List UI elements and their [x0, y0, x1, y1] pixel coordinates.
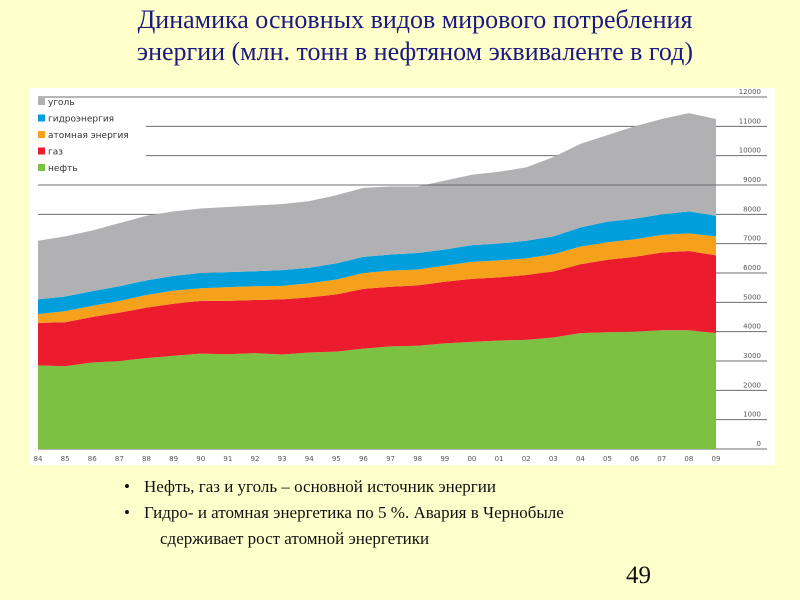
x-tick-label: 09 — [712, 455, 721, 463]
x-tick-label: 95 — [332, 455, 341, 463]
y-tick-label: 9000 — [743, 176, 761, 184]
y-tick-label: 3000 — [743, 352, 761, 360]
x-tick-label: 92 — [250, 455, 259, 463]
x-tick-label: 97 — [386, 455, 395, 463]
y-tick-label: 1000 — [743, 411, 761, 419]
x-tick-label: 93 — [278, 455, 287, 463]
bullet-item: Нефть, газ и уголь – основной источник э… — [122, 474, 564, 500]
x-tick-label: 88 — [142, 455, 151, 463]
x-tick-label: 06 — [630, 455, 639, 463]
legend-label: атомная энергия — [48, 131, 129, 141]
y-tick-label: 4000 — [743, 323, 761, 331]
page-number: 49 — [626, 562, 651, 589]
y-tick-label: 10000 — [739, 147, 761, 155]
y-tick-label: 12000 — [739, 88, 761, 96]
legend-label: нефть — [48, 164, 78, 174]
x-tick-label: 08 — [684, 455, 693, 463]
area-series-2 — [38, 233, 716, 323]
y-tick-label: 6000 — [743, 264, 761, 272]
legend-swatch — [38, 131, 45, 138]
x-tick-label: 87 — [115, 455, 124, 463]
y-tick-label: 5000 — [743, 293, 761, 301]
x-tick-label: 99 — [440, 455, 449, 463]
x-tick-label: 07 — [657, 455, 666, 463]
bullet-item: Гидро- и атомная энергетика по 5 %. Авар… — [122, 500, 564, 526]
x-tick-label: 89 — [169, 455, 178, 463]
y-tick-label: 2000 — [743, 381, 761, 389]
x-tick-label: 94 — [305, 455, 314, 463]
legend-background — [34, 91, 146, 181]
x-tick-label: 84 — [34, 455, 43, 463]
x-tick-label: 91 — [223, 455, 232, 463]
area-series-4 — [38, 113, 716, 300]
area-series-0 — [38, 330, 716, 449]
legend-swatch — [38, 98, 45, 105]
legend-swatch — [38, 147, 45, 155]
x-tick-label: 00 — [467, 455, 476, 463]
legend-label: гидроэнергия — [48, 115, 114, 125]
y-tick-label: 7000 — [743, 235, 761, 243]
legend-swatch — [38, 164, 45, 171]
bullet-item-continuation: сдерживает рост атомной энергетики — [160, 529, 430, 548]
x-tick-label: 01 — [495, 455, 504, 463]
x-tick-label: 02 — [522, 455, 531, 463]
slide-title-line-1: Динамика основных видов мирового потребл… — [137, 5, 693, 34]
legend-swatch — [38, 114, 45, 122]
x-tick-label: 90 — [196, 455, 205, 463]
x-tick-label: 98 — [413, 455, 422, 463]
bullet-list: Нефть, газ и уголь – основной источник э… — [122, 474, 564, 552]
x-tick-label: 03 — [549, 455, 558, 463]
y-tick-label: 0 — [757, 440, 761, 448]
x-tick-label: 86 — [88, 455, 97, 463]
slide-title-line-2: энергии (млн. тонн в нефтяном эквивалент… — [136, 37, 694, 66]
legend-label: уголь — [48, 98, 75, 108]
x-tick-label: 96 — [359, 455, 368, 463]
legend-label: газ — [48, 148, 63, 158]
x-tick-label: 85 — [61, 455, 70, 463]
y-tick-label: 8000 — [743, 205, 761, 213]
stacked-area-chart: уголь гидроэнергия атомная энергия газ нефть… — [30, 88, 775, 465]
area-series-3 — [38, 211, 716, 315]
x-tick-label: 05 — [603, 455, 612, 463]
y-tick-label: 11000 — [739, 117, 761, 125]
area-series-1 — [38, 251, 716, 367]
slide-title: Динамика основных видов мирового потребл… — [20, 4, 800, 68]
x-tick-label: 04 — [576, 455, 585, 463]
